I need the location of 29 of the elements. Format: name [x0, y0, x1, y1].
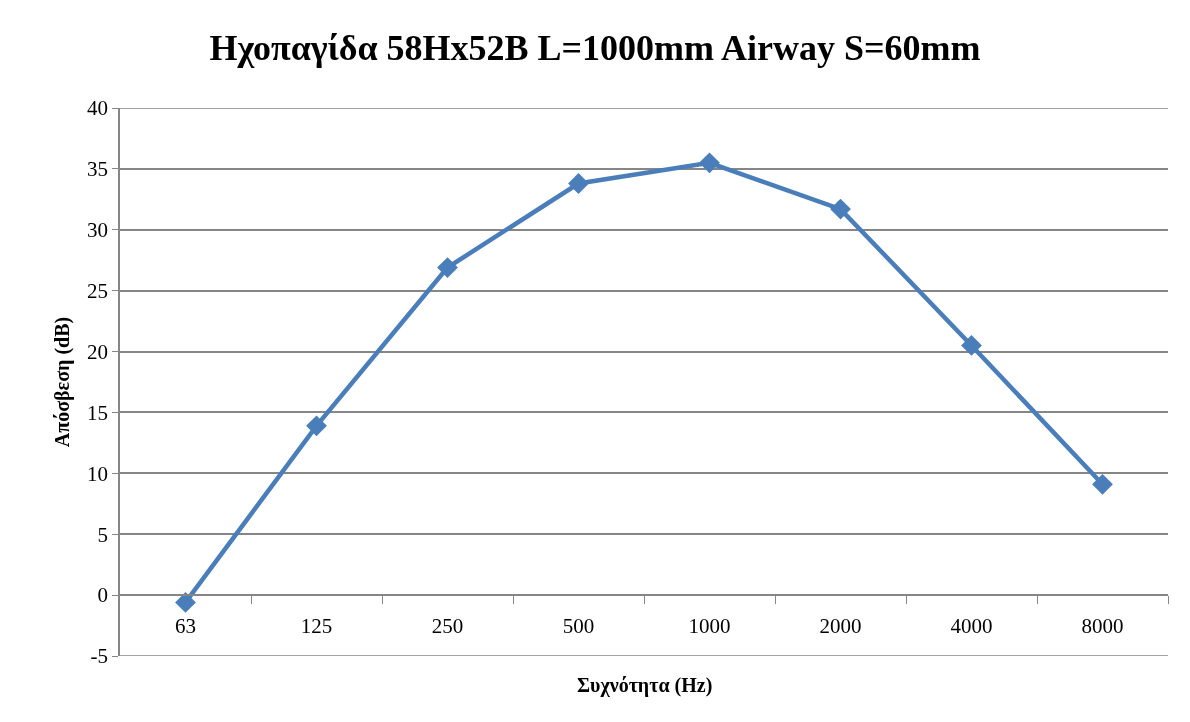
y-tick-label: 30	[87, 218, 109, 243]
point	[175, 592, 196, 613]
x-tick-label: 8000	[1081, 614, 1124, 639]
y-tick-label: 40	[87, 96, 109, 121]
point	[568, 173, 589, 194]
y-tick-label: 25	[87, 279, 109, 304]
y-axis-title: Απόσβεση (dB)	[51, 316, 75, 448]
point	[699, 152, 720, 174]
x-tick-label: 250	[431, 614, 464, 639]
y-tick-label: 15	[87, 400, 109, 425]
point	[961, 335, 982, 356]
x-tick-label: 500	[562, 614, 595, 639]
y-tick-label: 35	[87, 157, 109, 182]
x-tick-label: 2000	[819, 614, 862, 639]
point	[830, 198, 851, 220]
x-tick-label: 63	[175, 614, 196, 639]
chart-title: Ηχοπαγίδα 58Hx52B L=1000mm Airway S=60mm	[209, 27, 981, 68]
y-tick-label: -5	[90, 644, 109, 669]
x-tick-label: 125	[300, 614, 333, 639]
point	[1092, 473, 1113, 495]
x-axis-title: Συχνότητα (Hz)	[577, 674, 713, 697]
y-tick-label: 20	[87, 339, 109, 364]
x-tick-label: 1000	[688, 614, 731, 639]
x-tick-label: 4000	[950, 614, 993, 639]
point	[306, 415, 327, 437]
y-tick-label: 5	[97, 522, 109, 547]
y-tick-label: 0	[97, 583, 109, 608]
point	[437, 257, 458, 278]
y-tick-label: 10	[87, 461, 109, 486]
